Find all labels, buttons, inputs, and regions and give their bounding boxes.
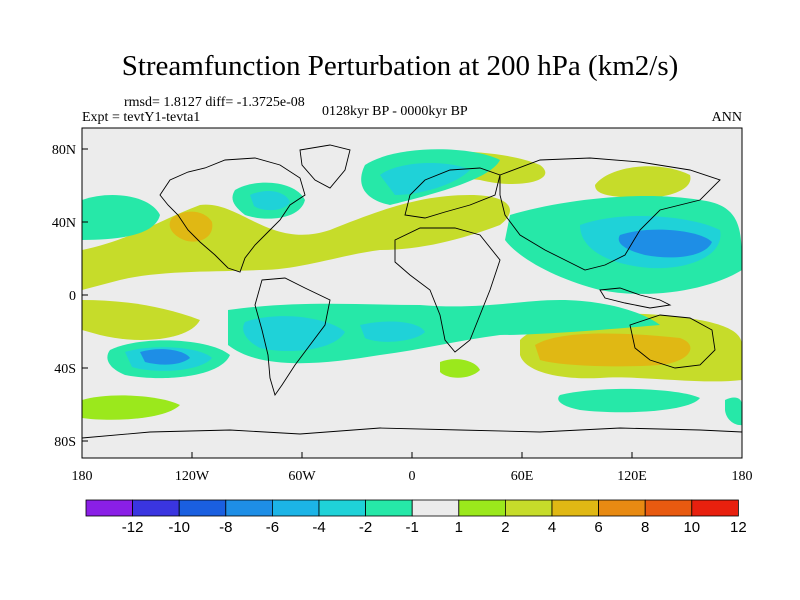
- colorbar-label: 1: [455, 519, 463, 536]
- lon-tick-label: 60E: [511, 469, 534, 484]
- colorbar-swatch: [225, 499, 273, 517]
- colorbar-swatch: [644, 499, 693, 517]
- colorbar-label: -12: [122, 519, 144, 536]
- lon-tick-label: 120W: [175, 469, 210, 484]
- positive-east-asia-north: [595, 166, 691, 199]
- colorbar-swatch: [458, 499, 506, 517]
- lat-tick-label: 80S: [54, 435, 76, 450]
- colorbar-label: -10: [168, 519, 190, 536]
- coast-greenland: [299, 144, 351, 189]
- coast-indonesia: [599, 287, 672, 309]
- coast-australia: [629, 314, 716, 369]
- colorbar-swatch: [85, 499, 133, 517]
- colorbar-swatch: [411, 499, 460, 517]
- colorbar-swatch: [318, 499, 366, 517]
- negative-southern-ocean-east: [725, 397, 742, 426]
- colorbar-label: 2: [501, 519, 509, 536]
- negative-south-pacific-center: [140, 349, 190, 365]
- lat-tick-label: 80N: [52, 143, 76, 158]
- colorbar-label: 8: [641, 519, 649, 536]
- lon-tick-label: 120E: [617, 469, 647, 484]
- positive-south-pacific: [82, 300, 200, 340]
- experiment-label: Expt = tevtY1-tevta1: [82, 110, 201, 125]
- negative-anomaly-regions: [82, 149, 742, 426]
- colorbar-label: -6: [266, 519, 279, 536]
- coastlines: [82, 144, 742, 439]
- lon-tick-label: 60W: [288, 469, 316, 484]
- colorbar-label: -2: [359, 519, 372, 536]
- colorbar-label: 6: [594, 519, 602, 536]
- lon-tick-label: 180: [72, 469, 93, 484]
- rmsd-diff-stats: rmsd= 1.8127 diff= -1.3725e-08: [124, 95, 305, 110]
- colorbar-swatch: [504, 499, 553, 517]
- lat-tick-label: 0: [69, 289, 76, 304]
- negative-north-pacific: [82, 195, 160, 240]
- colorbar-label: -1: [406, 519, 419, 536]
- lat-tick-label: 40N: [52, 216, 76, 231]
- colorbar-swatch: [598, 499, 646, 517]
- latitude-axis: 80N 40N 0 40S 80S: [52, 143, 88, 450]
- negative-atlantic-core: [360, 321, 425, 342]
- negative-south-america-core: [243, 316, 345, 352]
- colorbar-swatch: [178, 499, 227, 517]
- coast-asia: [499, 157, 721, 271]
- negative-north-america-core: [250, 190, 290, 211]
- positive-southern-ocean: [82, 395, 180, 420]
- positive-anomaly-regions: [82, 151, 742, 420]
- map-title: Streamfunction Perturbation at 200 hPa (…: [121, 50, 679, 82]
- lat-tick-label: 40S: [54, 362, 76, 377]
- colorbar: -12 -10 -8 -6 -4 -2 -1 1 2 4 6 8 10 12: [85, 499, 747, 536]
- colorbar-label: 4: [548, 519, 556, 536]
- longitude-axis: 180 120W 60W 0 60E 120E 180: [72, 452, 753, 484]
- time-period-label: 0128kyr BP - 0000kyr BP: [322, 104, 468, 119]
- colorbar-swatch: [691, 499, 739, 517]
- coast-south-america: [254, 277, 331, 397]
- colorbar-label: -4: [312, 519, 325, 536]
- coast-antarctica: [82, 427, 742, 439]
- positive-australia-core: [535, 333, 691, 367]
- colorbar-label: 10: [683, 519, 700, 536]
- colorbar-label: 12: [730, 519, 747, 536]
- coast-north-america: [159, 157, 306, 273]
- colorbar-label: -8: [219, 519, 232, 536]
- negative-tropical-belt: [228, 300, 660, 364]
- positive-south-atlantic: [440, 359, 480, 378]
- colorbar-swatch: [551, 499, 599, 517]
- season-label: ANN: [711, 110, 742, 125]
- colorbar-swatch: [365, 499, 413, 517]
- contour-field: [82, 144, 742, 439]
- lon-tick-label: 0: [409, 469, 416, 484]
- negative-asia-core: [618, 229, 712, 258]
- lon-tick-label: 180: [732, 469, 753, 484]
- coast-africa: [394, 227, 501, 353]
- negative-southern-indian: [558, 388, 700, 413]
- colorbar-swatch: [132, 499, 180, 517]
- colorbar-swatch: [271, 499, 320, 517]
